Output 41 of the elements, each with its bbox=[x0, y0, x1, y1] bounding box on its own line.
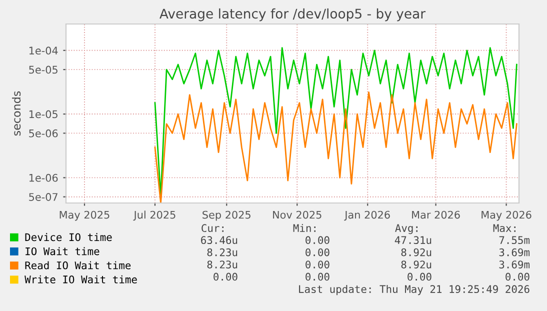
legend-label: IO Wait time bbox=[26, 247, 100, 256]
text: 8.92u bbox=[401, 260, 432, 268]
text: 0.00 bbox=[214, 272, 238, 281]
line-series bbox=[154, 92, 518, 203]
text: 8.23u bbox=[207, 260, 238, 268]
y-tick-label: 1e-04 bbox=[29, 46, 58, 55]
text: 63.46u bbox=[201, 236, 238, 244]
legend-label: Read IO Wait time bbox=[25, 261, 131, 270]
y-tick-label: 5e-05 bbox=[29, 66, 58, 74]
text: 47.31u bbox=[394, 236, 432, 244]
y-tick-label: 1e-05 bbox=[29, 110, 58, 118]
x-tick-label: May 2026 bbox=[482, 210, 532, 221]
chart-title: Average latency for /dev/loop5 - by year bbox=[160, 8, 426, 22]
x-tick-label: Jul 2025 bbox=[133, 210, 176, 221]
text: 8.92u bbox=[401, 248, 432, 256]
y-tick-label: 5e-07 bbox=[29, 193, 58, 201]
text: 8.23u bbox=[207, 248, 238, 256]
legend-label: Device IO time bbox=[25, 233, 112, 242]
x-tick-label: Jan 2026 bbox=[344, 210, 390, 221]
text: Max: bbox=[493, 224, 516, 232]
text: 0.00 bbox=[506, 272, 530, 281]
text: 0.00 bbox=[408, 272, 432, 281]
text: 7.55m bbox=[499, 236, 530, 244]
y-axis-title: seconds bbox=[12, 91, 21, 136]
text: 3.69m bbox=[499, 260, 530, 268]
text: Min: bbox=[293, 224, 316, 232]
text: 0.00 bbox=[306, 272, 330, 281]
text: Last update: Thu May 21 19:25:49 2026 bbox=[299, 284, 530, 296]
text: 0.00 bbox=[306, 236, 330, 244]
text: 0.00 bbox=[306, 248, 330, 256]
text: 0.00 bbox=[306, 260, 330, 268]
text: Avg: bbox=[395, 224, 418, 234]
y-tick-label: 1e-06 bbox=[29, 174, 58, 182]
x-tick-label: Nov 2025 bbox=[273, 210, 322, 219]
x-tick-label: May 2025 bbox=[60, 210, 110, 221]
text: Cur: bbox=[202, 224, 224, 232]
y-tick-label: 5e-06 bbox=[29, 129, 58, 138]
x-tick-label: Sep 2025 bbox=[202, 210, 250, 221]
text: 3.69m bbox=[499, 248, 530, 256]
x-tick-label: Mar 2026 bbox=[412, 210, 460, 219]
legend-label: Write IO Wait time bbox=[24, 275, 137, 284]
